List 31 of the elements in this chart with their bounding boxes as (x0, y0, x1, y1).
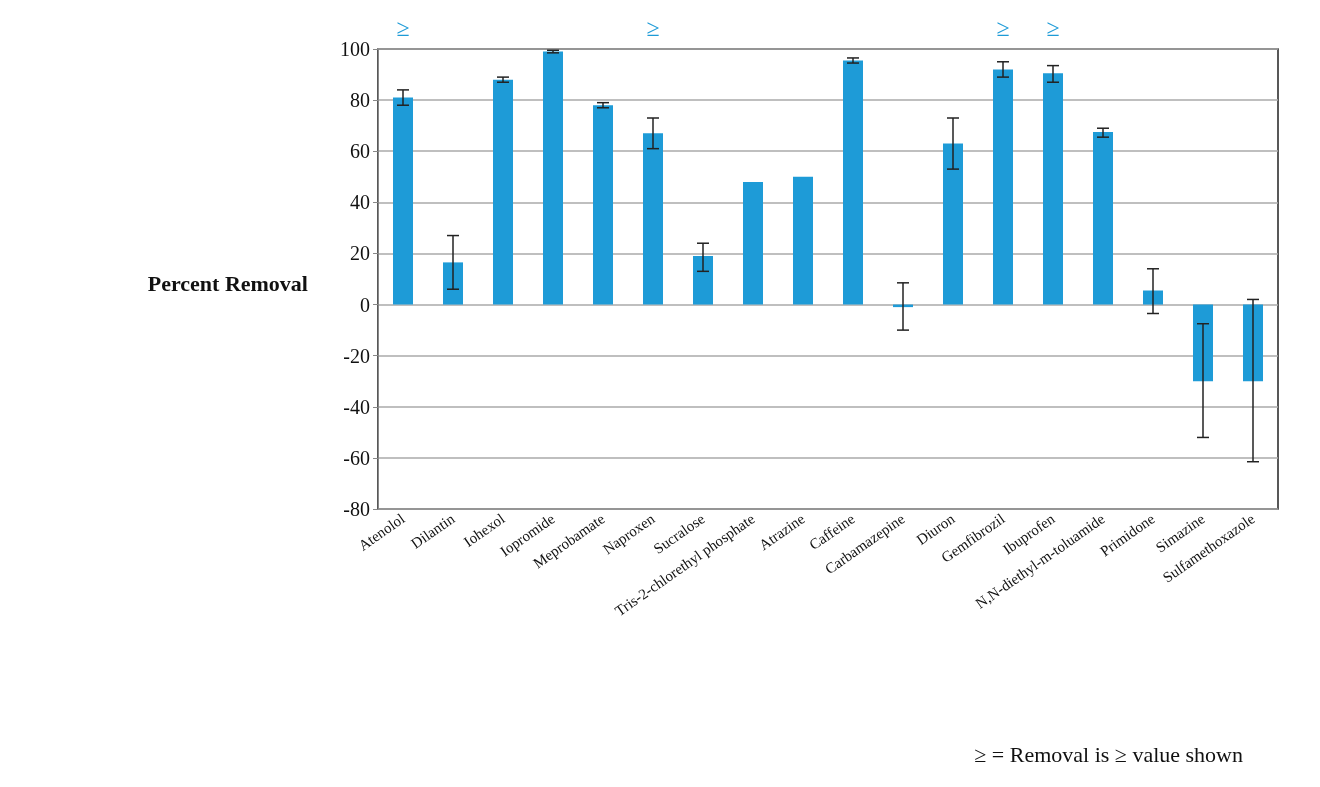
y-tick-label: 20 (350, 242, 370, 265)
y-axis-title: Percent Removal (147, 270, 308, 296)
bar (543, 51, 563, 305)
text: ≥ (646, 15, 660, 41)
bar (643, 133, 663, 305)
bar (693, 256, 713, 305)
bar (793, 176, 813, 305)
bar (993, 69, 1013, 305)
y-tick-label: 60 (350, 140, 370, 163)
y-tick-label: 40 (350, 191, 370, 214)
y-tick-label: -40 (343, 395, 370, 418)
bar (1093, 132, 1113, 305)
y-tick-label: 80 (350, 89, 370, 112)
bar (1043, 73, 1063, 305)
y-tick-label: 100 (340, 38, 370, 60)
bar (743, 181, 763, 305)
text: ≥ (996, 15, 1010, 41)
bar (493, 79, 513, 305)
y-tick-label: 0 (360, 293, 370, 316)
text: ≥ = Removal is ≥ value shown (974, 741, 1243, 767)
bar (943, 143, 963, 305)
y-tick-label: -20 (343, 344, 370, 367)
bar (593, 105, 613, 305)
text: ≥ (1046, 15, 1060, 41)
bar (443, 262, 463, 305)
bar (1143, 290, 1163, 305)
text: ≥ (396, 15, 410, 41)
bar (1193, 304, 1213, 382)
bar (393, 97, 413, 305)
y-tick-label: -60 (343, 446, 370, 469)
bar (843, 60, 863, 305)
